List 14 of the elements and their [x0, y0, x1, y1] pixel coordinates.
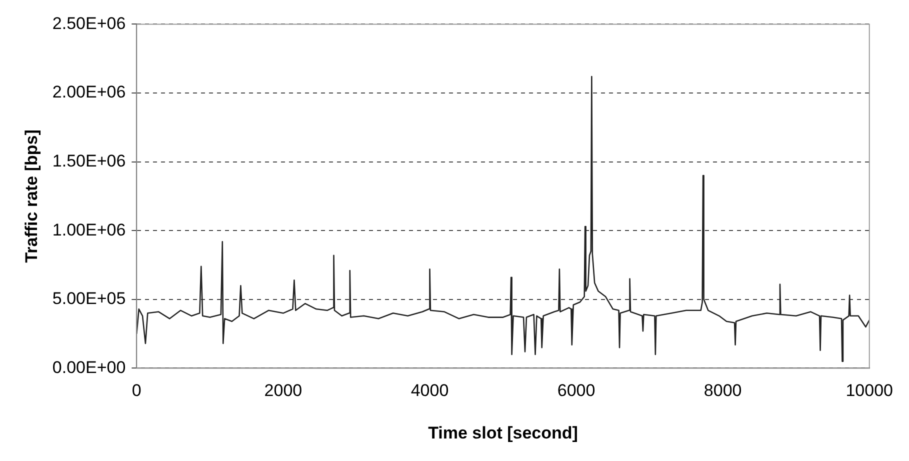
- x-tick-label: 10000: [846, 381, 894, 400]
- y-axis-title: Traffic rate [bps]: [22, 130, 41, 263]
- x-tick-label: 8000: [704, 381, 742, 400]
- x-tick-label: 6000: [557, 381, 596, 400]
- y-tick-label: 1.00E+06: [52, 220, 126, 240]
- x-tick-label: 4000: [410, 381, 449, 400]
- x-tick-label: 2000: [264, 381, 302, 400]
- y-tick-label: 2.50E+06: [52, 14, 126, 33]
- y-tick-label: 2.00E+06: [52, 82, 126, 102]
- y-tick-label: 1.50E+06: [52, 151, 126, 170]
- x-tick-label: 0: [132, 381, 142, 400]
- y-tick-label: 0.00E+00: [52, 358, 126, 377]
- y-tick-label: 5.00E+05: [52, 289, 126, 308]
- x-axis-title: Time slot [second]: [428, 423, 578, 442]
